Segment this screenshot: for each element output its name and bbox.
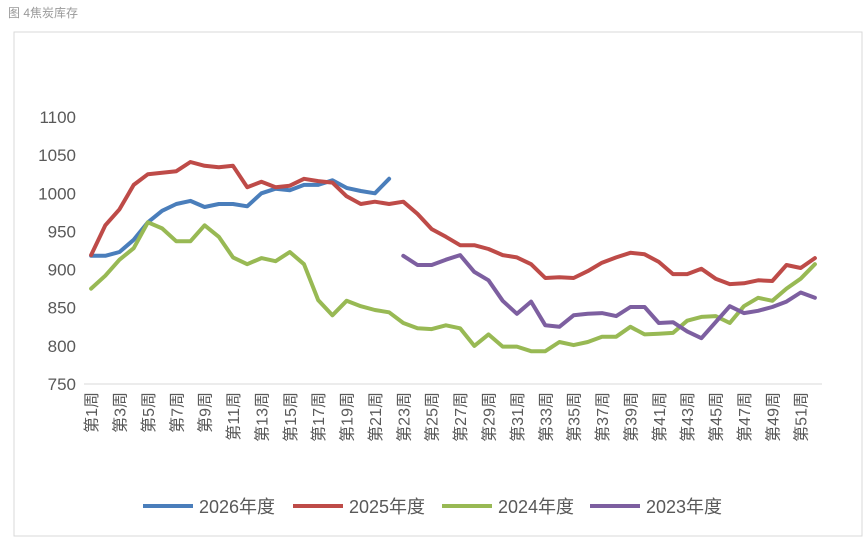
x-tick-label: 第37周 [594,392,612,442]
x-tick-label: 第17周 [310,392,328,442]
x-tick-label: 第45周 [708,392,726,442]
legend-label: 2026年度 [199,497,275,517]
header: 图 4焦炭库存 [8,5,78,20]
x-tick-label: 第7周 [168,392,186,433]
x-tick-label: 第35周 [566,392,584,442]
x-tick-label: 第43周 [679,392,697,442]
legend-label: 2025年度 [349,497,425,517]
y-tick-label: 750 [48,375,76,394]
series-line [401,253,817,341]
x-tick-label: 第11周 [225,392,243,441]
y-tick-label: 900 [48,261,76,280]
y-tick-label: 1000 [38,184,76,203]
y-tick-label: 1050 [38,146,76,165]
series-line [89,220,817,354]
x-tick-label: 第3周 [111,392,129,433]
y-tick-label: 1100 [39,108,76,127]
x-tick-label: 第15周 [282,392,300,442]
x-tick-label: 第51周 [793,392,811,442]
series-line [89,160,817,287]
x-tick-label: 第47周 [736,392,754,442]
x-tick-label: 第1周 [83,392,101,433]
x-tick-label: 第21周 [367,392,385,442]
x-tick-label: 第29周 [480,392,498,442]
x-tick-label: 第41周 [651,392,669,442]
x-tick-label: 第25周 [424,392,442,442]
y-tick-label: 950 [48,222,76,241]
x-tick-label: 第33周 [537,392,555,442]
x-tick-label: 第9周 [197,392,215,433]
x-tick-label: 第19周 [339,392,357,442]
series-line [89,176,392,258]
x-tick-label: 第13周 [253,392,271,442]
x-tick-label: 第49周 [764,392,782,442]
x-tick-label: 第31周 [509,392,527,442]
x-tick-label: 第27周 [452,392,470,442]
legend-label: 2024年度 [498,497,574,517]
frame [13,31,863,537]
x-tick-label: 第39周 [622,392,640,442]
y-tick-label: 850 [48,299,76,318]
x-tick-label: 第5周 [140,392,158,433]
y-tick-label: 800 [48,337,76,356]
x-tick-label: 第23周 [395,392,413,442]
legend-label: 2023年度 [646,497,722,517]
